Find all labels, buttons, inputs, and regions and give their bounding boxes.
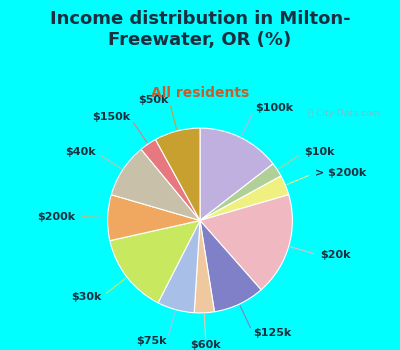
Wedge shape bbox=[110, 220, 200, 303]
Wedge shape bbox=[158, 220, 200, 313]
Text: $125k: $125k bbox=[253, 328, 291, 338]
Wedge shape bbox=[111, 149, 200, 220]
Text: $30k: $30k bbox=[71, 292, 102, 302]
Text: $60k: $60k bbox=[190, 340, 221, 350]
Text: $10k: $10k bbox=[304, 147, 335, 157]
Text: $20k: $20k bbox=[320, 250, 350, 260]
Text: $100k: $100k bbox=[255, 104, 293, 113]
Text: $50k: $50k bbox=[139, 95, 169, 105]
Text: $40k: $40k bbox=[65, 147, 96, 157]
Wedge shape bbox=[200, 176, 289, 220]
Wedge shape bbox=[200, 220, 261, 312]
Wedge shape bbox=[141, 140, 200, 220]
Wedge shape bbox=[194, 220, 214, 313]
Text: $75k: $75k bbox=[136, 336, 167, 346]
Text: $150k: $150k bbox=[92, 112, 130, 122]
Text: $200k: $200k bbox=[37, 212, 75, 222]
Text: ⓘ City-Data.com: ⓘ City-Data.com bbox=[308, 109, 380, 118]
Wedge shape bbox=[200, 164, 281, 220]
Text: > $200k: > $200k bbox=[315, 168, 366, 178]
Wedge shape bbox=[108, 195, 200, 241]
Wedge shape bbox=[156, 128, 200, 220]
Wedge shape bbox=[200, 195, 292, 290]
Text: All residents: All residents bbox=[151, 86, 249, 100]
Text: Income distribution in Milton-
Freewater, OR (%): Income distribution in Milton- Freewater… bbox=[50, 10, 350, 49]
Wedge shape bbox=[200, 128, 273, 220]
